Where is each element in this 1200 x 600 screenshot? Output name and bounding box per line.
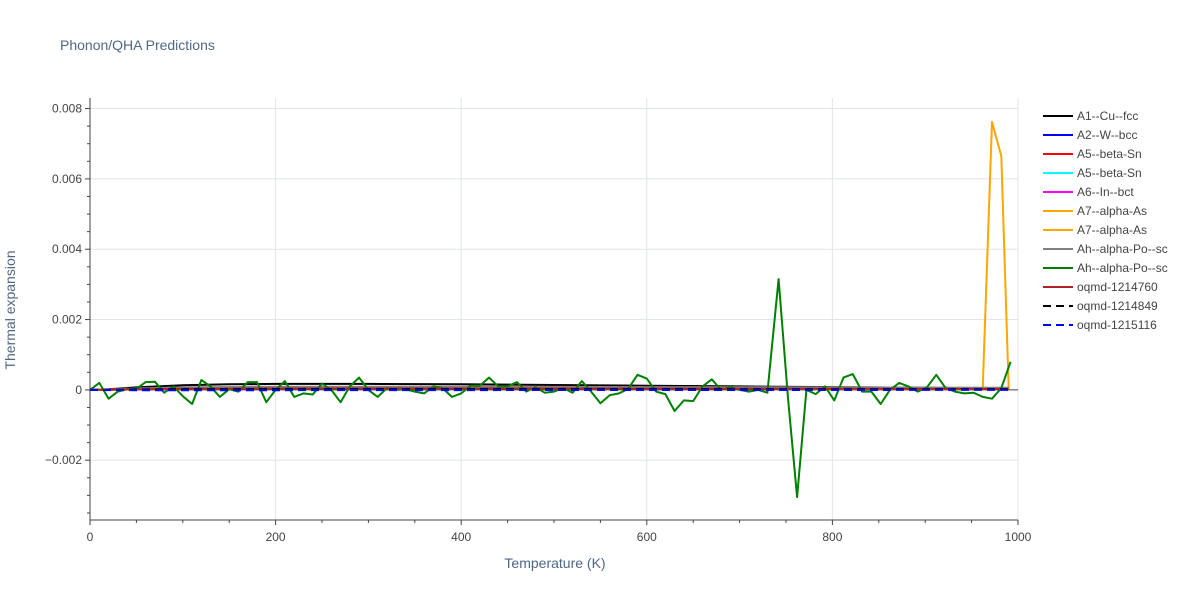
legend-label: oqmd-1215116 — [1077, 318, 1157, 332]
legend-label: Ah--alpha-Po--sc — [1077, 242, 1168, 256]
x-tick-label: 800 — [822, 530, 842, 544]
legend-label: oqmd-1214760 — [1077, 280, 1158, 294]
y-tick-label: 0.008 — [52, 102, 82, 116]
chart-title: Phonon/QHA Predictions — [60, 37, 215, 53]
legend: A1--Cu--fcc A2--W--bcc A5--beta-Sn A5--beta… — [1043, 109, 1168, 332]
y-tick-label: 0.002 — [52, 313, 82, 327]
grid-lines — [90, 98, 1019, 520]
legend-label: oqmd-1214849 — [1077, 299, 1158, 313]
legend-label: Ah--alpha-Po--sc — [1077, 261, 1168, 275]
x-axis-title: Temperature (K) — [504, 555, 605, 571]
y-axis-ticks: −0.002 0 0.002 0.004 0.006 0.008 — [45, 102, 82, 468]
x-tick-label: 200 — [266, 530, 286, 544]
y-tick-label: 0.006 — [52, 172, 82, 186]
legend-label: A7--alpha-As — [1077, 204, 1147, 218]
x-tick-label: 400 — [451, 530, 471, 544]
legend-label: A2--W--bcc — [1077, 128, 1137, 142]
series-line-8 — [89, 278, 1012, 499]
legend-label: A5--beta-Sn — [1077, 147, 1142, 161]
x-tick-label: 1000 — [1005, 530, 1032, 544]
legend-label: A7--alpha-As — [1077, 223, 1147, 237]
legend-label: A1--Cu--fcc — [1077, 109, 1138, 123]
y-tick-label: 0 — [75, 383, 82, 397]
x-tick-label: 600 — [637, 530, 657, 544]
y-tick-label: 0.004 — [52, 242, 82, 256]
legend-label: A6--In--bct — [1077, 185, 1134, 199]
series-lines — [89, 120, 1012, 499]
x-tick-label: 0 — [87, 530, 94, 544]
x-axis-ticks: 0 200 400 600 800 1000 — [87, 530, 1032, 544]
legend-label: A5--beta-Sn — [1077, 166, 1142, 180]
y-axis-title: Thermal expansion — [2, 250, 18, 369]
axes — [85, 98, 1019, 525]
y-tick-label: −0.002 — [45, 453, 82, 467]
